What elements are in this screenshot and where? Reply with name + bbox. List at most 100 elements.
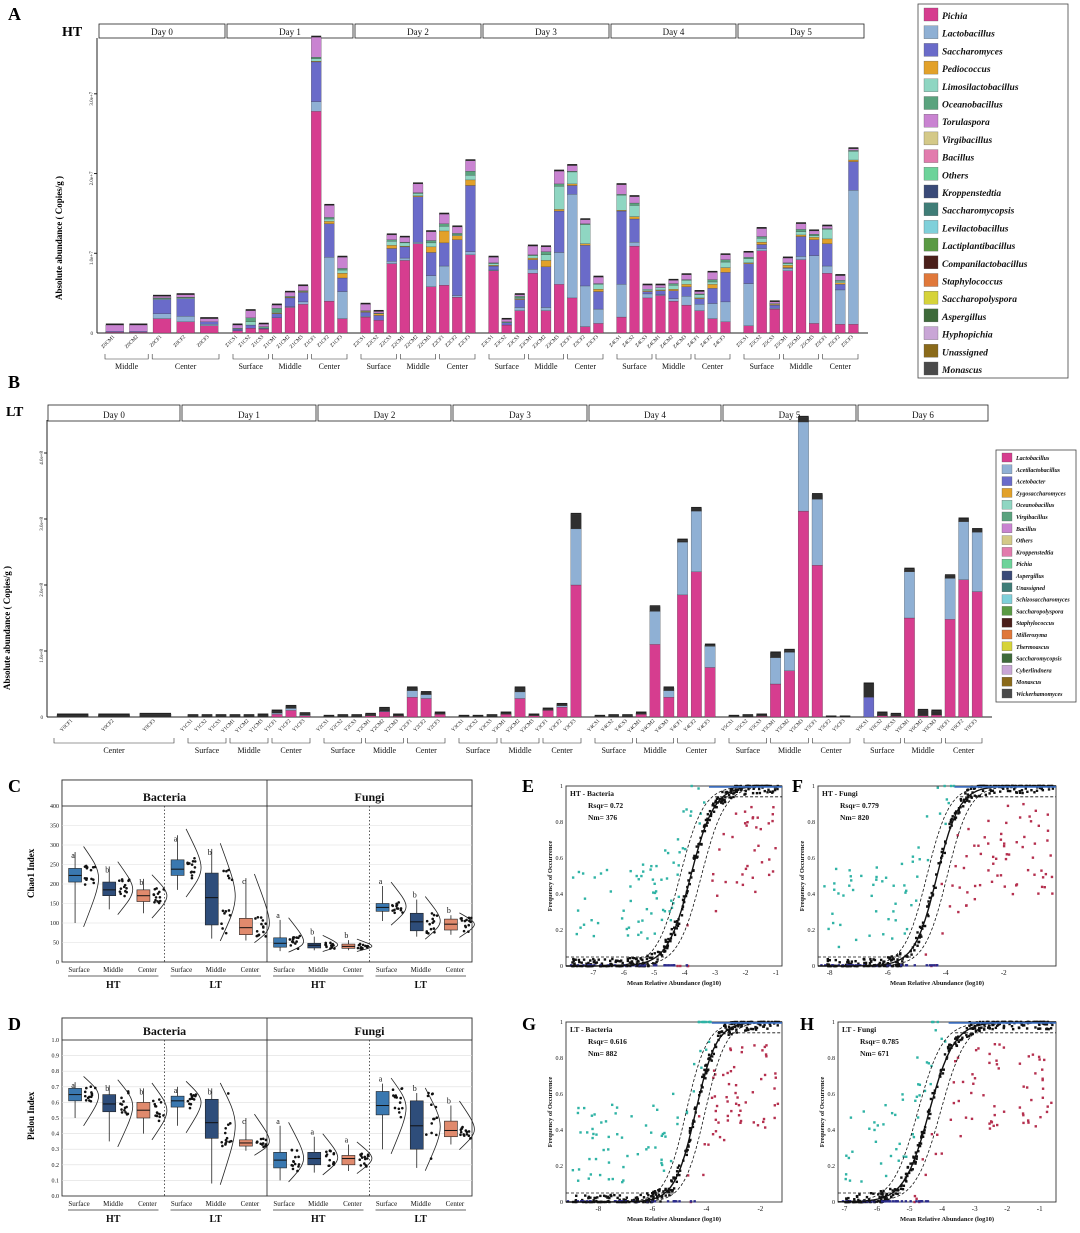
panel-g-letter: G: [522, 1014, 536, 1034]
box-body: [341, 1155, 356, 1166]
bar-segment: [720, 267, 731, 273]
layer-bracket: [187, 738, 227, 744]
otu-point: [987, 819, 990, 823]
sample-id-label: Z0CF2: [172, 334, 187, 349]
bar-cap: [822, 224, 833, 227]
group-label: LT: [415, 1214, 428, 1225]
otu-point: [987, 1026, 990, 1029]
otu-point: [918, 936, 922, 939]
bar-segment: [795, 229, 807, 232]
bar-segment: [809, 235, 820, 238]
otu-point: [774, 1072, 777, 1075]
bar-segment: [556, 705, 568, 708]
otu-point: [669, 918, 673, 922]
otu-point: [1020, 789, 1024, 792]
data-point: [366, 1157, 369, 1160]
bar-segment: [769, 304, 780, 309]
otu-point: [714, 1073, 717, 1076]
otu-point: [592, 958, 595, 961]
otu-point: [949, 1043, 953, 1047]
layer-bracket: [272, 354, 308, 360]
data-point: [222, 869, 225, 873]
data-point: [292, 1160, 295, 1163]
significance-letter: a: [174, 834, 178, 843]
otu-point: [763, 789, 766, 793]
day-strip: [857, 404, 989, 422]
otu-point: [714, 909, 718, 913]
otu-point: [639, 957, 642, 960]
otu-point: [849, 1116, 853, 1119]
bar-segment: [488, 270, 499, 334]
otu-point: [936, 1133, 939, 1136]
otu-point: [689, 1200, 693, 1203]
otu-point: [676, 1116, 679, 1119]
otu-point: [577, 870, 581, 874]
x-tick-label: -7: [842, 1205, 848, 1213]
bar-segment: [245, 328, 256, 334]
bar-segment: [594, 716, 606, 718]
x-tick-label: Surface: [273, 1200, 294, 1208]
otu-point: [930, 1132, 934, 1136]
bar-segment: [258, 326, 269, 329]
significance-letter: b: [139, 1087, 143, 1096]
bar-segment: [809, 239, 820, 256]
layer-label: Middle: [237, 746, 261, 755]
data-point: [228, 1122, 232, 1125]
x-tick-label: -2: [1001, 969, 1007, 977]
otu-point: [684, 847, 687, 851]
bar-segment: [681, 296, 692, 306]
otu-point: [740, 1050, 743, 1054]
otu-point: [754, 1025, 757, 1029]
y-tick-label: 200: [50, 882, 59, 888]
data-point: [290, 940, 294, 943]
data-point: [189, 871, 193, 874]
otu-point: [994, 1026, 998, 1030]
otu-point: [901, 1098, 905, 1101]
otu-point: [928, 964, 932, 967]
data-point: [432, 1117, 435, 1121]
otu-point: [1031, 1053, 1035, 1056]
otu-point: [1028, 815, 1031, 818]
otu-point: [676, 1166, 680, 1169]
otu-point: [891, 937, 894, 940]
otu-point: [652, 1190, 655, 1194]
otu-point: [675, 1180, 678, 1184]
data-point: [264, 1144, 267, 1148]
bar-segment: [554, 171, 565, 185]
bar-cap: [608, 714, 619, 716]
otu-point: [1020, 1023, 1023, 1026]
data-point: [224, 1142, 227, 1145]
bar-cap: [245, 309, 256, 311]
layer-label: Center: [953, 746, 975, 755]
otu-point: [722, 832, 725, 836]
data-point: [193, 866, 197, 869]
otu-point: [655, 1195, 659, 1198]
bar-cap: [756, 713, 767, 716]
sample-id-label: Y1CM3: [248, 718, 265, 735]
otu-point: [899, 952, 902, 955]
otu-point: [650, 864, 653, 868]
otu-point: [1006, 804, 1010, 808]
otu-point: [891, 1189, 894, 1192]
bar-cap: [742, 714, 754, 716]
otu-point: [609, 890, 613, 893]
otu-point: [728, 1029, 731, 1032]
sample-id-label: Z1CF3: [329, 334, 344, 349]
bar-segment: [514, 687, 526, 693]
day-strip: [588, 404, 722, 422]
data-point: [435, 914, 439, 917]
bar-segment: [540, 307, 552, 311]
sample-id-label: Y6CM3: [922, 718, 939, 735]
y-tick-label: 0.8: [556, 820, 564, 826]
otu-point: [707, 1020, 710, 1024]
otu-point: [996, 1020, 999, 1024]
otu-point: [686, 1174, 690, 1177]
bar-cap: [720, 253, 731, 255]
otu-point: [734, 784, 737, 788]
otu-point: [672, 1200, 675, 1203]
otu-point: [598, 1173, 602, 1177]
legend-swatch: [1001, 535, 1013, 545]
bar-cap: [796, 222, 806, 224]
sample-id-label: Y1CM2: [234, 718, 251, 735]
otu-point: [916, 875, 919, 878]
